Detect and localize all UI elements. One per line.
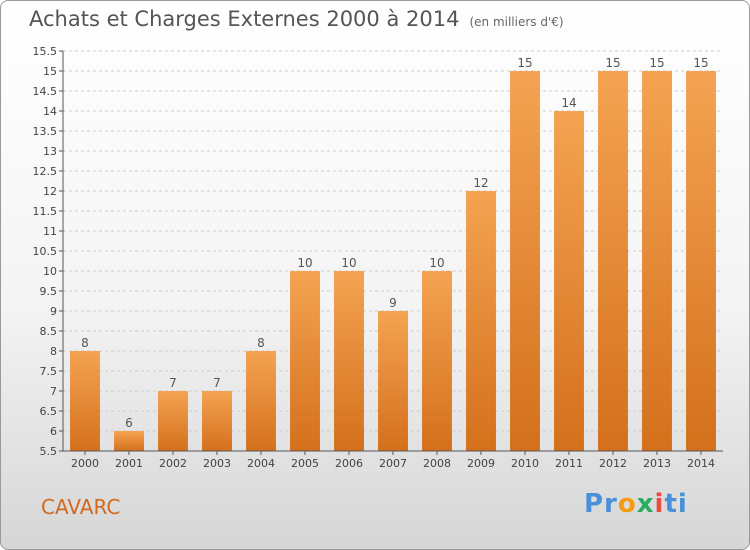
bar (422, 271, 452, 451)
y-tick-label: 12 (43, 185, 57, 198)
axes: 5.5 6 6.5 7 7.5 8 8.5 9 9.5 10 10.5 11 11.5 12 12.5 13 1… (33, 45, 723, 470)
bars: 8 6 7 7 8 10 10 9 10 12 15 14 15 15 15 (70, 56, 716, 451)
y-tick-label: 13.5 (33, 125, 58, 138)
chart-title-block: Achats et Charges Externes 2000 à 2014 (e… (29, 7, 564, 31)
bar-value-label: 10 (341, 256, 356, 270)
bar (378, 311, 408, 451)
y-tick-label: 6.5 (40, 405, 58, 418)
x-tick-label: 2002 (159, 457, 187, 470)
x-tick-label: 2006 (335, 457, 363, 470)
chart-title: Achats et Charges Externes 2000 à 2014 (29, 7, 460, 31)
y-tick-label: 11.5 (33, 205, 58, 218)
x-tick-label: 2009 (467, 457, 495, 470)
bar (686, 71, 716, 451)
y-tick-label: 15.5 (33, 45, 58, 58)
x-tick-label: 2014 (687, 457, 715, 470)
y-tick-label: 9 (50, 305, 57, 318)
bar-value-label: 10 (297, 256, 312, 270)
bar-value-label: 7 (213, 376, 221, 390)
x-tick-label: 2008 (423, 457, 451, 470)
x-tick-label: 2001 (115, 457, 143, 470)
bar (202, 391, 232, 451)
y-tick-label: 12.5 (33, 165, 58, 178)
y-tick-label: 9.5 (40, 285, 58, 298)
y-tick-label: 15 (43, 65, 57, 78)
bar (510, 71, 540, 451)
x-tick-label: 2000 (71, 457, 99, 470)
bar-value-label: 10 (429, 256, 444, 270)
x-tick-label: 2007 (379, 457, 407, 470)
bar (114, 431, 144, 451)
bar (334, 271, 364, 451)
bar-value-label: 15 (605, 56, 620, 70)
bar (70, 351, 100, 451)
bar (158, 391, 188, 451)
bar (290, 271, 320, 451)
y-tick-label: 13 (43, 145, 57, 158)
bar-value-label: 15 (693, 56, 708, 70)
bar-value-label: 6 (125, 416, 133, 430)
y-tick-label: 8 (50, 345, 57, 358)
x-tick-label: 2013 (643, 457, 671, 470)
x-tick-label: 2010 (511, 457, 539, 470)
bar (246, 351, 276, 451)
proxiti-logo: Proxiti (584, 489, 688, 519)
bar (554, 111, 584, 451)
x-tick-label: 2011 (555, 457, 583, 470)
x-tick-label: 2012 (599, 457, 627, 470)
bar-value-label: 8 (81, 336, 89, 350)
bar-value-label: 14 (561, 96, 576, 110)
y-tick-label: 5.5 (40, 445, 58, 458)
bar (466, 191, 496, 451)
y-tick-label: 10 (43, 265, 57, 278)
bar-value-label: 9 (389, 296, 397, 310)
y-tick-label: 14 (43, 105, 57, 118)
bar-value-label: 12 (473, 176, 488, 190)
y-tick-label: 11 (43, 225, 57, 238)
bar (598, 71, 628, 451)
y-tick-label: 8.5 (40, 325, 58, 338)
bar-value-label: 7 (169, 376, 177, 390)
bar-value-label: 8 (257, 336, 265, 350)
bar-value-label: 15 (517, 56, 532, 70)
x-tick-label: 2005 (291, 457, 319, 470)
bar (642, 71, 672, 451)
x-tick-label: 2004 (247, 457, 275, 470)
y-tick-label: 7 (50, 385, 57, 398)
chart-unit: (en milliers d'€) (469, 15, 564, 29)
y-tick-label: 7.5 (40, 365, 58, 378)
commune-name: CAVARC (41, 495, 121, 519)
bar-value-label: 15 (649, 56, 664, 70)
y-tick-label: 6 (50, 425, 57, 438)
y-tick-label: 14.5 (33, 85, 58, 98)
y-tick-label: 10.5 (33, 245, 58, 258)
x-tick-label: 2003 (203, 457, 231, 470)
